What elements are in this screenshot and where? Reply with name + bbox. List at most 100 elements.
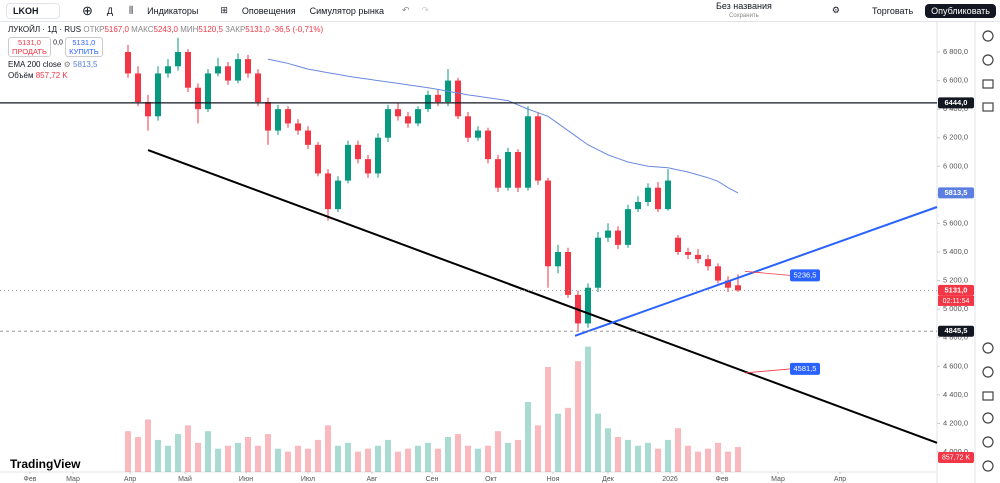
candle-body <box>325 173 331 210</box>
chart-type[interactable]: ⫼ <box>129 5 134 15</box>
candle-body <box>475 130 481 138</box>
candle-body <box>395 109 401 117</box>
interval[interactable]: Д <box>106 5 114 16</box>
volume-bar <box>515 439 521 472</box>
volume-bar <box>305 448 311 472</box>
icon[interactable] <box>982 436 994 448</box>
volume-legend: Объём 857,72 K <box>8 70 323 81</box>
replay[interactable]: Симулятор рынка <box>309 5 384 16</box>
x-tick-label: Ноя <box>547 476 560 483</box>
price-label: 6444,0 <box>945 98 968 107</box>
candle-body <box>715 266 721 281</box>
volume-bar <box>635 445 641 472</box>
volume-bar <box>245 437 251 472</box>
y-tick-label: 5 000,0 <box>943 304 968 313</box>
candle-body <box>645 187 651 202</box>
volume-bar <box>235 442 241 472</box>
y-tick-label: 5 400,0 <box>943 247 968 256</box>
sell-button[interactable]: 5131,0 ПРОДАТЬ <box>8 37 51 57</box>
volume-label-bg <box>938 452 974 463</box>
ema-legend: EMA 200 close ⚙ 5813,5 <box>8 60 98 69</box>
countdown-bg <box>938 295 974 306</box>
volume-bar <box>345 442 351 472</box>
candle-body <box>665 180 671 210</box>
layout[interactable]: Без названия Сохранить <box>716 1 772 20</box>
trade[interactable]: Торговать <box>871 5 914 16</box>
icon[interactable] <box>982 30 994 42</box>
candle-body <box>515 152 521 188</box>
candle-body <box>315 144 321 174</box>
candle-body <box>615 230 621 245</box>
volume-bar <box>185 425 191 472</box>
icon[interactable] <box>982 412 994 424</box>
value: 5131,0 <box>245 25 270 34</box>
icon[interactable] <box>982 102 994 112</box>
x-tick-label: Фев <box>24 476 37 483</box>
annotation-arrow <box>744 368 791 374</box>
volume-name: Объём <box>8 71 34 80</box>
indicators[interactable]: Индикаторы <box>147 5 199 16</box>
icon[interactable] <box>982 54 994 66</box>
volume-bar <box>435 448 441 472</box>
buy-button[interactable]: 5131,0 КУПИТЬ <box>65 37 103 57</box>
volume-bar <box>585 346 591 472</box>
redo[interactable]: ↷ <box>421 5 430 15</box>
y-tick-label: 4 400,0 <box>943 390 968 399</box>
candle-body <box>555 252 561 267</box>
volume-bar <box>375 445 381 472</box>
candle-body <box>295 123 301 131</box>
candle-body <box>355 144 361 160</box>
candle-body <box>195 87 201 110</box>
price-label-bg <box>938 284 974 296</box>
templates[interactable]: ⊞ <box>220 5 228 15</box>
volume-bar <box>555 413 561 472</box>
volume-bar <box>425 442 431 472</box>
x-tick-label: Мар <box>771 476 785 483</box>
volume-bar <box>205 431 211 472</box>
value: 5243,0 <box>153 25 178 34</box>
volume-bar <box>415 445 421 472</box>
legend-row: ЛУКОЙЛ · 1Д · RUS ОТКР5167,0 МАКС5243,0 … <box>8 24 323 35</box>
volume-value: 857,72 K <box>35 71 68 80</box>
volume-bar <box>715 442 721 472</box>
volume-bar <box>545 367 551 472</box>
candle-body <box>365 159 371 174</box>
volume-bar <box>295 445 301 472</box>
candle-body <box>305 130 311 145</box>
icon[interactable] <box>982 391 994 401</box>
change: -36,5 (-0,71%) <box>272 25 324 34</box>
alerts[interactable]: Оповещения <box>241 5 296 16</box>
volume-bar <box>145 419 151 472</box>
y-tick-label: 6 800,0 <box>943 47 968 56</box>
candle-body <box>445 80 451 102</box>
x-tick-label: Июл <box>301 476 315 483</box>
volume-bar <box>265 434 271 472</box>
candle-body <box>335 180 341 210</box>
annotation-label: 4581,5 <box>794 364 817 373</box>
icon[interactable] <box>982 366 994 378</box>
volume-bar <box>285 451 291 472</box>
candle-body <box>635 202 641 210</box>
icon[interactable] <box>982 79 994 89</box>
x-tick-label: Дек <box>602 476 615 483</box>
icon[interactable] <box>982 342 994 354</box>
volume-bar <box>565 407 571 472</box>
settings[interactable]: ⚙ <box>831 5 840 15</box>
series-title: ЛУКОЙЛ · 1Д · RUS <box>8 25 82 34</box>
volume-bar <box>655 448 661 472</box>
volume-bar <box>365 448 371 472</box>
buy-label: КУПИТЬ <box>69 47 99 56</box>
price-label-bg <box>938 325 974 337</box>
x-tick-label: Окт <box>485 476 498 483</box>
volume-bar <box>705 448 711 472</box>
undo[interactable]: ↶ <box>402 5 410 15</box>
add-symbol[interactable]: ⊕ <box>82 2 93 18</box>
icon[interactable] <box>982 460 994 472</box>
symbol-search[interactable]: LKOH <box>6 2 60 19</box>
publish[interactable]: Опубликовать <box>925 3 996 18</box>
volume-bar <box>275 448 281 472</box>
candle-body <box>405 116 411 124</box>
candle-body <box>465 116 471 138</box>
volume-bar <box>455 434 461 472</box>
candle-body <box>735 285 741 291</box>
